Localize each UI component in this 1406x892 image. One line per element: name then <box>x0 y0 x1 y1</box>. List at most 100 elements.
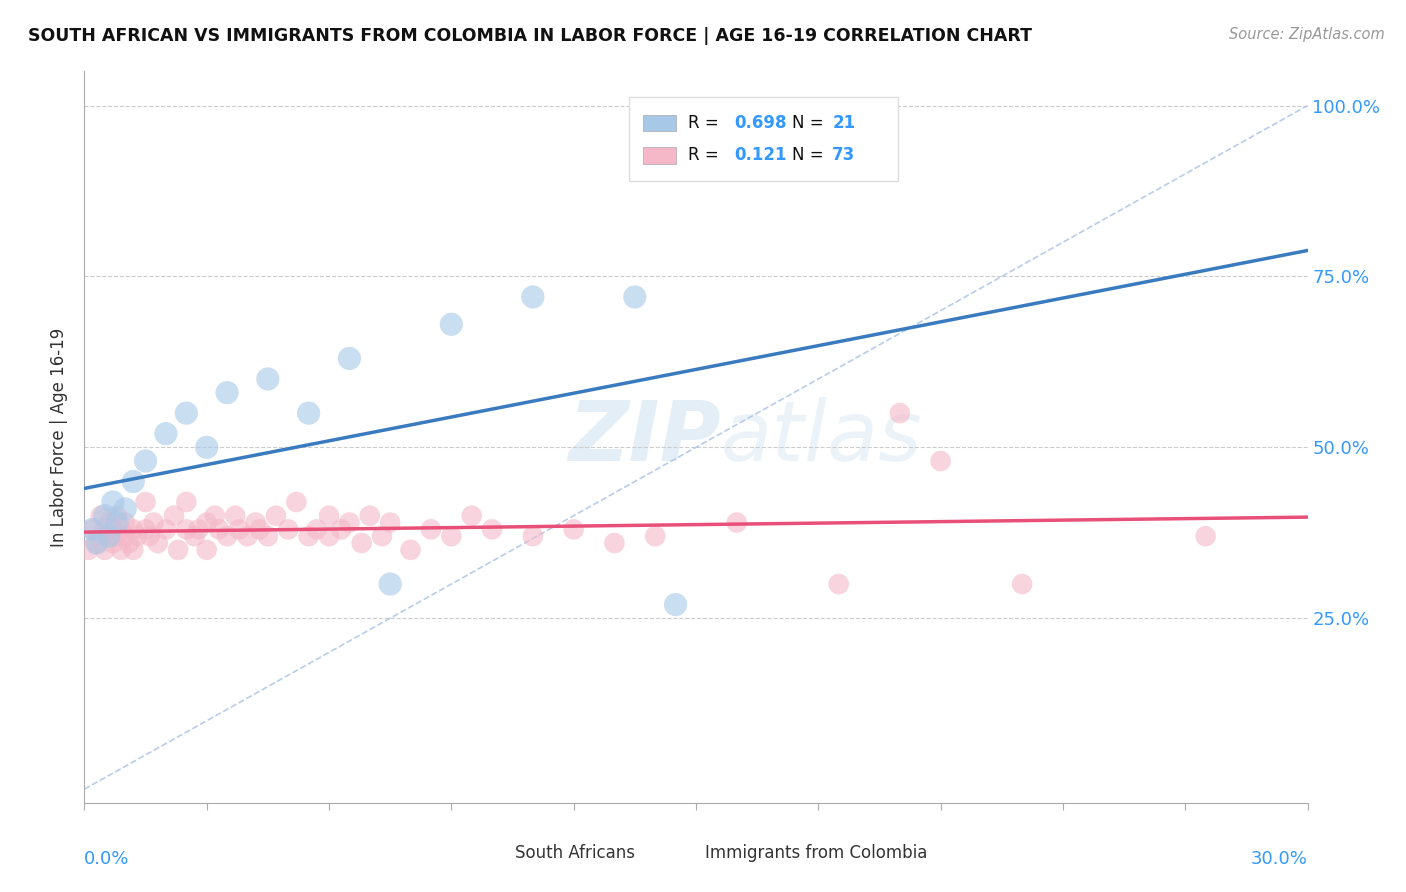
Point <box>298 529 321 543</box>
Point <box>122 542 145 557</box>
Point <box>350 536 373 550</box>
Point <box>359 508 381 523</box>
Point <box>420 522 443 536</box>
Point <box>122 522 145 536</box>
Point <box>114 529 136 543</box>
Text: 30.0%: 30.0% <box>1251 850 1308 868</box>
Point <box>105 529 128 543</box>
Text: N =: N = <box>792 146 828 164</box>
Point <box>889 406 911 420</box>
Point <box>146 536 169 550</box>
Point <box>97 516 120 530</box>
Point <box>562 522 585 536</box>
Point <box>195 516 218 530</box>
Point <box>371 529 394 543</box>
Point <box>228 522 250 536</box>
Point <box>318 529 340 543</box>
Point <box>187 522 209 536</box>
Point <box>93 542 115 557</box>
Point <box>440 529 463 543</box>
Point <box>236 529 259 543</box>
Point <box>217 385 239 400</box>
Point <box>195 440 218 454</box>
Point <box>277 522 299 536</box>
Text: Immigrants from Colombia: Immigrants from Colombia <box>704 844 927 862</box>
Point <box>82 522 104 536</box>
Point <box>1011 577 1033 591</box>
Point <box>644 529 666 543</box>
Point <box>127 529 149 543</box>
Point <box>174 522 197 536</box>
Point <box>195 542 218 557</box>
Point <box>665 598 688 612</box>
Point <box>101 495 124 509</box>
Point <box>522 290 544 304</box>
Point <box>522 529 544 543</box>
Point <box>183 529 205 543</box>
Point <box>380 577 402 591</box>
Point <box>118 536 141 550</box>
Point <box>461 508 484 523</box>
Point <box>318 508 340 523</box>
Point <box>101 536 124 550</box>
Point <box>481 522 503 536</box>
Point <box>93 508 115 523</box>
FancyBboxPatch shape <box>644 114 676 130</box>
Point <box>114 516 136 530</box>
Point <box>135 522 157 536</box>
Text: 0.698: 0.698 <box>734 113 787 131</box>
FancyBboxPatch shape <box>628 97 898 181</box>
Point <box>249 522 271 536</box>
Point <box>101 522 124 536</box>
Point <box>114 501 136 516</box>
Point <box>105 516 128 530</box>
Text: 0.121: 0.121 <box>734 146 787 164</box>
Point <box>624 290 647 304</box>
Text: SOUTH AFRICAN VS IMMIGRANTS FROM COLOMBIA IN LABOR FORCE | AGE 16-19 CORRELATION: SOUTH AFRICAN VS IMMIGRANTS FROM COLOMBI… <box>28 27 1032 45</box>
Point <box>828 577 851 591</box>
Point <box>155 426 177 441</box>
Text: 21: 21 <box>832 113 855 131</box>
Point <box>155 522 177 536</box>
Point <box>97 529 120 543</box>
Point <box>725 516 748 530</box>
Point <box>929 454 952 468</box>
Point <box>285 495 308 509</box>
Point <box>603 536 626 550</box>
Text: atlas: atlas <box>720 397 922 477</box>
Point <box>105 508 128 523</box>
Text: N =: N = <box>792 113 828 131</box>
Point <box>174 406 197 420</box>
Point <box>298 406 321 420</box>
Point <box>142 516 165 530</box>
Point <box>399 542 422 557</box>
Point <box>257 529 280 543</box>
Point <box>110 542 132 557</box>
Point <box>167 542 190 557</box>
Point <box>204 508 226 523</box>
Point <box>264 508 287 523</box>
Point <box>224 508 246 523</box>
Point <box>90 508 112 523</box>
Text: ZIP: ZIP <box>568 397 720 477</box>
Point <box>77 542 100 557</box>
Point <box>440 318 463 332</box>
Point <box>217 529 239 543</box>
Point <box>163 508 186 523</box>
Point <box>93 522 115 536</box>
Point <box>122 475 145 489</box>
Point <box>1195 529 1218 543</box>
Point <box>110 522 132 536</box>
Point <box>138 529 160 543</box>
Point <box>86 536 108 550</box>
Point <box>339 516 361 530</box>
Text: 0.0%: 0.0% <box>84 850 129 868</box>
Point <box>245 516 267 530</box>
Text: R =: R = <box>688 146 730 164</box>
Point <box>330 522 353 536</box>
FancyBboxPatch shape <box>482 844 509 864</box>
Text: 73: 73 <box>832 146 855 164</box>
Point <box>339 351 361 366</box>
Point <box>97 529 120 543</box>
Point <box>135 495 157 509</box>
